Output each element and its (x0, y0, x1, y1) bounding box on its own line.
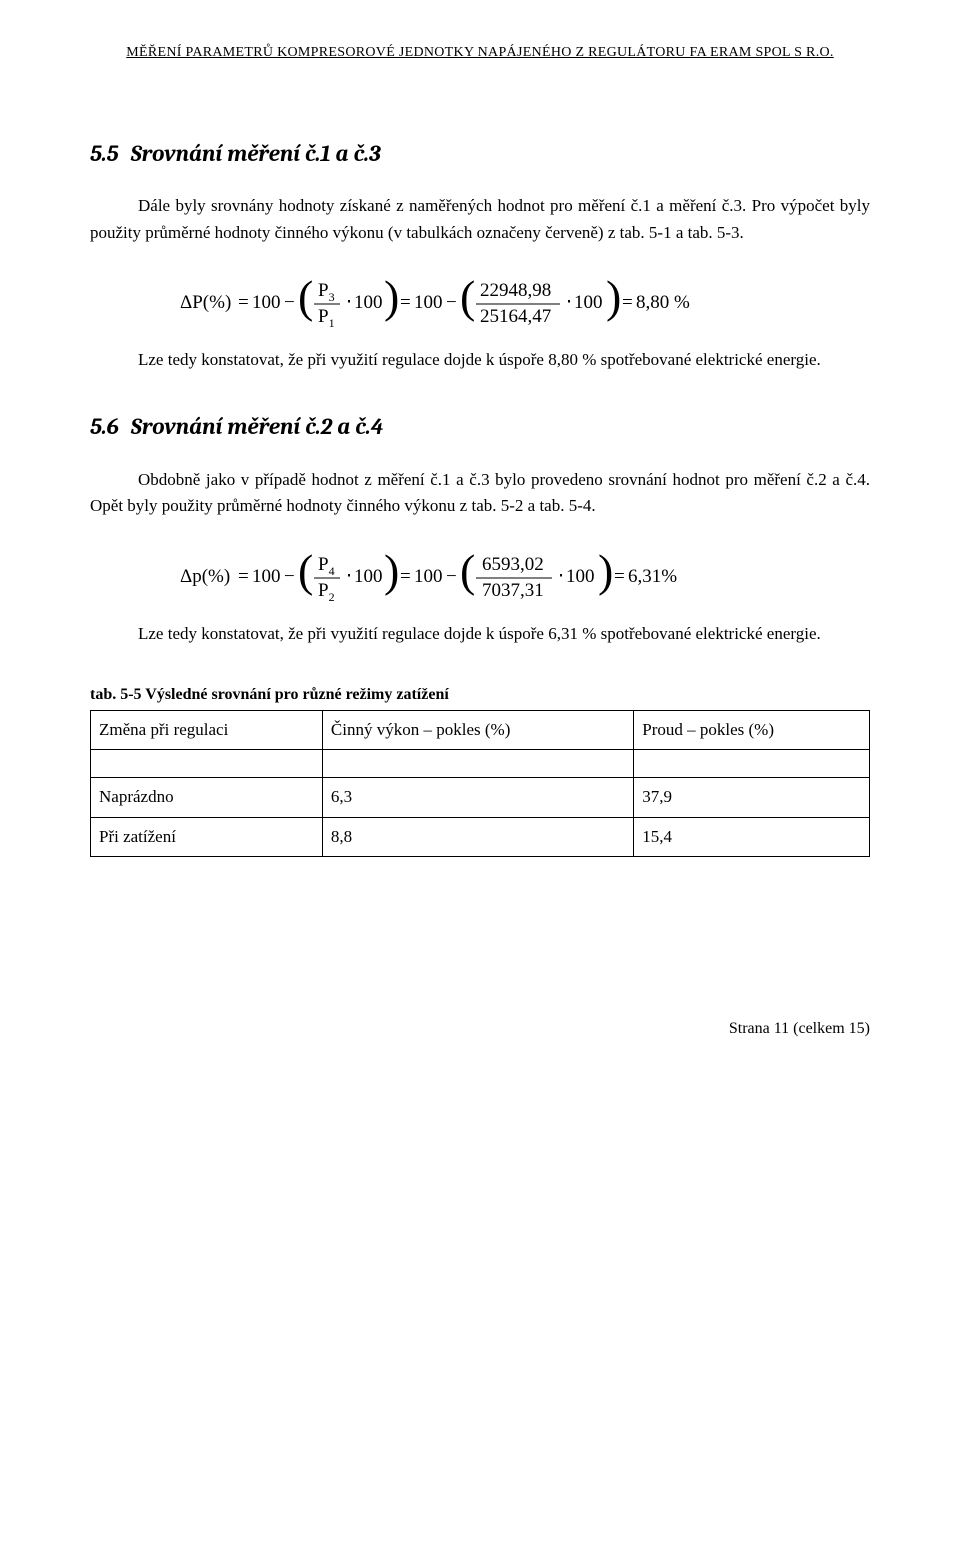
svg-text:=: = (238, 292, 249, 313)
table-cell: 8,8 (322, 817, 633, 856)
formula-svg: Δp(%) = 100 − ( P4 P2 ⋅ 100 ) = 100 − ( … (180, 542, 780, 614)
svg-text:⋅: ⋅ (566, 292, 572, 313)
svg-text:100: 100 (414, 292, 443, 313)
svg-text:7037,31: 7037,31 (482, 580, 544, 601)
svg-text:100: 100 (414, 566, 443, 587)
svg-text:22948,98: 22948,98 (480, 280, 551, 301)
svg-text:): ) (598, 545, 613, 596)
svg-text:P1: P1 (318, 306, 335, 330)
table-cell: 37,9 (634, 778, 870, 817)
table-header-cell: Proud – pokles (%) (634, 710, 870, 749)
section-5-5-paragraph-2: Lze tedy konstatovat, že při využití reg… (90, 347, 870, 373)
table-header-row: Změna při regulaci Činný výkon – pokles … (91, 710, 870, 749)
svg-text:−: − (446, 292, 457, 313)
section-5-6-paragraph-2: Lze tedy konstatovat, že při využití reg… (90, 621, 870, 647)
svg-text:(: ( (460, 545, 475, 596)
table-cell: Naprázdno (91, 778, 323, 817)
svg-text:=: = (400, 566, 411, 587)
section-5-5-paragraph-1: Dále byly srovnány hodnoty získané z nam… (90, 193, 870, 246)
svg-text:=: = (614, 566, 625, 587)
formula-svg: ΔP(%) = 100 − ( P3 P1 ⋅ 100 ) = 100 − ( … (180, 268, 780, 340)
svg-text:=: = (400, 292, 411, 313)
formula-delta-p-small: Δp(%) = 100 − ( P4 P2 ⋅ 100 ) = 100 − ( … (90, 542, 870, 617)
svg-text:100: 100 (354, 292, 383, 313)
svg-text:): ) (606, 271, 621, 322)
table-spacer-row (91, 750, 870, 778)
page-footer: Strana 11 (celkem 15) (90, 1017, 870, 1042)
table-cell: 15,4 (634, 817, 870, 856)
svg-text:100: 100 (252, 292, 281, 313)
section-number: 5.5 (90, 140, 119, 167)
table-cell: 6,3 (322, 778, 633, 817)
table-5-5-caption: tab. 5-5 Výsledné srovnání pro různé rež… (90, 683, 870, 708)
section-heading-text: Srovnání měření č.1 a č.3 (131, 140, 381, 167)
svg-text:P3: P3 (318, 280, 335, 304)
table-header-cell: Činný výkon – pokles (%) (322, 710, 633, 749)
table-header-cell: Změna při regulaci (91, 710, 323, 749)
svg-text:100: 100 (252, 566, 281, 587)
svg-text:⋅: ⋅ (346, 292, 352, 313)
formula-lhs: Δp(%) (180, 566, 230, 587)
table-row: Naprázdno 6,3 37,9 (91, 778, 870, 817)
table-5-5: Změna při regulaci Činný výkon – pokles … (90, 710, 870, 857)
svg-text:100: 100 (574, 292, 603, 313)
svg-text:6,31%: 6,31% (628, 566, 677, 587)
svg-text:6593,02: 6593,02 (482, 554, 544, 575)
svg-text:(: ( (460, 271, 475, 322)
svg-text:=: = (238, 566, 249, 587)
section-5-5-title: 5.5 Srovnání měření č.1 a č.3 (90, 136, 870, 172)
svg-text:25164,47: 25164,47 (480, 306, 551, 327)
svg-text:P2: P2 (318, 580, 335, 604)
svg-text:⋅: ⋅ (346, 566, 352, 587)
svg-text:8,80 %: 8,80 % (636, 292, 690, 313)
svg-text:=: = (622, 292, 633, 313)
running-header: MĚŘENÍ PARAMETRŮ KOMPRESOROVÉ JEDNOTKY N… (90, 42, 870, 64)
svg-text:⋅: ⋅ (558, 566, 564, 587)
svg-text:−: − (284, 566, 295, 587)
table-cell: Při zatížení (91, 817, 323, 856)
formula-delta-P: ΔP(%) = 100 − ( P3 P1 ⋅ 100 ) = 100 − ( … (90, 268, 870, 343)
svg-text:P4: P4 (318, 554, 335, 578)
section-number: 5.6 (90, 413, 119, 440)
svg-text:100: 100 (354, 566, 383, 587)
svg-text:−: − (284, 292, 295, 313)
svg-text:(: ( (298, 545, 313, 596)
table-row: Při zatížení 8,8 15,4 (91, 817, 870, 856)
svg-text:100: 100 (566, 566, 595, 587)
section-heading-text: Srovnání měření č.2 a č.4 (131, 413, 384, 440)
svg-text:(: ( (298, 271, 313, 322)
section-5-6-title: 5.6 Srovnání měření č.2 a č.4 (90, 409, 870, 445)
svg-text:−: − (446, 566, 457, 587)
svg-text:): ) (384, 271, 399, 322)
section-5-6-paragraph-1: Obdobně jako v případě hodnot z měření č… (90, 467, 870, 520)
formula-lhs: ΔP(%) (180, 292, 231, 313)
svg-text:): ) (384, 545, 399, 596)
